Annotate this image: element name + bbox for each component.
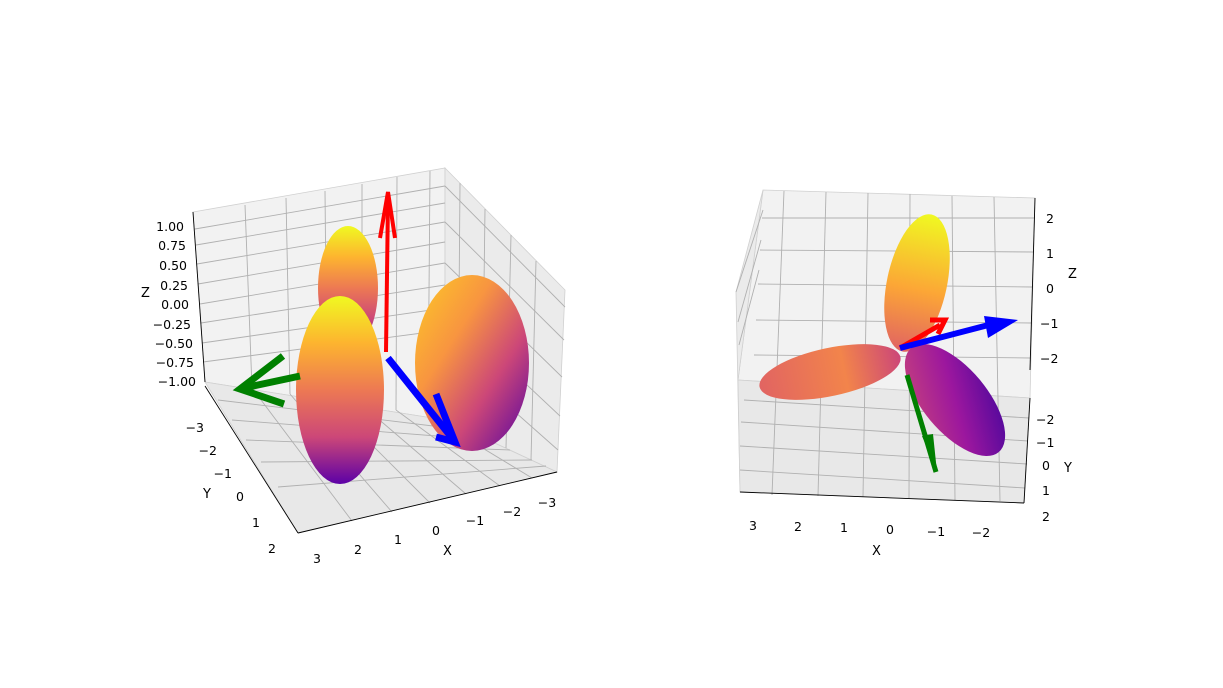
right-y-tick: −1	[1036, 435, 1054, 450]
left-y-axis-label: Y	[202, 487, 211, 502]
right-z-tick: 1	[1046, 246, 1054, 261]
left-y-axis-line	[204, 385, 299, 534]
left-x-tick: 1	[394, 532, 402, 547]
right-x-tick: −2	[972, 525, 990, 540]
left-y-tick: 2	[268, 541, 276, 556]
left-z-tick: −0.25	[153, 317, 191, 332]
left-x-tick: 3	[313, 551, 321, 566]
left-z-axis-label: Z	[141, 286, 150, 301]
left-x-tick: −1	[466, 513, 484, 528]
right-lobe-down	[904, 343, 1006, 457]
right-y-axis-label: Y	[1063, 461, 1072, 476]
left-3d-axes: 1.00 0.75 0.50 0.25 0.00 −0.25 −0.50 −0.…	[141, 167, 566, 566]
left-y-tick: −3	[186, 420, 204, 435]
left-x-axis-label: X	[443, 544, 452, 559]
left-y-tick: −2	[199, 443, 217, 458]
left-y-tick: 0	[236, 489, 244, 504]
right-z-ticks: 2 1 0 −1 −2	[1040, 211, 1058, 366]
right-x-tick: 2	[794, 519, 802, 534]
left-lobe-front	[296, 296, 384, 484]
right-z-tick: 0	[1046, 281, 1054, 296]
left-lobe-right	[415, 275, 529, 451]
left-x-axis-line	[297, 471, 558, 534]
right-arrow-blue	[899, 316, 1018, 351]
left-z-axis-line	[192, 211, 206, 383]
right-z-tick: 2	[1046, 211, 1054, 226]
right-y-tick: 2	[1042, 509, 1050, 524]
right-y-axis-line	[1023, 397, 1031, 504]
right-x-tick: 0	[886, 522, 894, 537]
left-x-tick: 2	[354, 542, 362, 557]
right-x-tick: −1	[927, 524, 945, 539]
right-y-tick: −2	[1036, 412, 1054, 427]
right-y-ticks: −2 −1 0 1 2	[1036, 412, 1054, 524]
right-y-tick: 1	[1042, 483, 1050, 498]
right-z-tick: −2	[1040, 351, 1058, 366]
left-y-tick: −1	[214, 466, 232, 481]
left-z-tick: 0.50	[159, 258, 187, 273]
right-lobe-up	[884, 214, 950, 352]
left-z-tick: 1.00	[156, 219, 184, 234]
right-z-axis-line	[1029, 197, 1036, 371]
right-lobe-left	[759, 344, 901, 400]
right-z-tick: −1	[1040, 316, 1058, 331]
right-x-tick: 1	[840, 520, 848, 535]
left-z-tick: 0.25	[160, 278, 188, 293]
left-arrow-green	[232, 353, 301, 408]
right-3d-axes: 2 1 0 −1 −2 Z −2 −1 0 1 2 Y 3 2 1 0 −1 −…	[735, 189, 1077, 559]
right-x-ticks: 3 2 1 0 −1 −2	[749, 518, 990, 540]
right-x-tick: 3	[749, 518, 757, 533]
left-y-tick: 1	[252, 515, 260, 530]
right-x-axis-line	[739, 491, 1025, 504]
left-x-tick: 0	[432, 523, 440, 538]
left-z-ticks: 1.00 0.75 0.50 0.25 0.00 −0.25 −0.50 −0.…	[153, 219, 196, 389]
left-arrow-blue	[385, 355, 461, 448]
right-surface	[759, 214, 1006, 457]
left-x-tick: −3	[538, 495, 556, 510]
right-y-tick: 0	[1042, 458, 1050, 473]
left-z-tick: −1.00	[158, 374, 196, 389]
left-z-tick: 0.75	[158, 238, 186, 253]
left-z-tick: −0.75	[156, 355, 194, 370]
left-z-tick: 0.00	[161, 297, 189, 312]
left-y-ticks: −3 −2 −1 0 1 2	[186, 420, 276, 556]
right-z-axis-label: Z	[1068, 267, 1077, 282]
left-arrow-red	[378, 191, 397, 353]
right-x-axis-label: X	[872, 544, 881, 559]
left-z-tick: −0.50	[155, 336, 193, 351]
left-x-ticks: 3 2 1 0 −1 −2 −3	[313, 495, 556, 566]
left-x-tick: −2	[503, 504, 521, 519]
right-arrow-green	[904, 374, 939, 473]
